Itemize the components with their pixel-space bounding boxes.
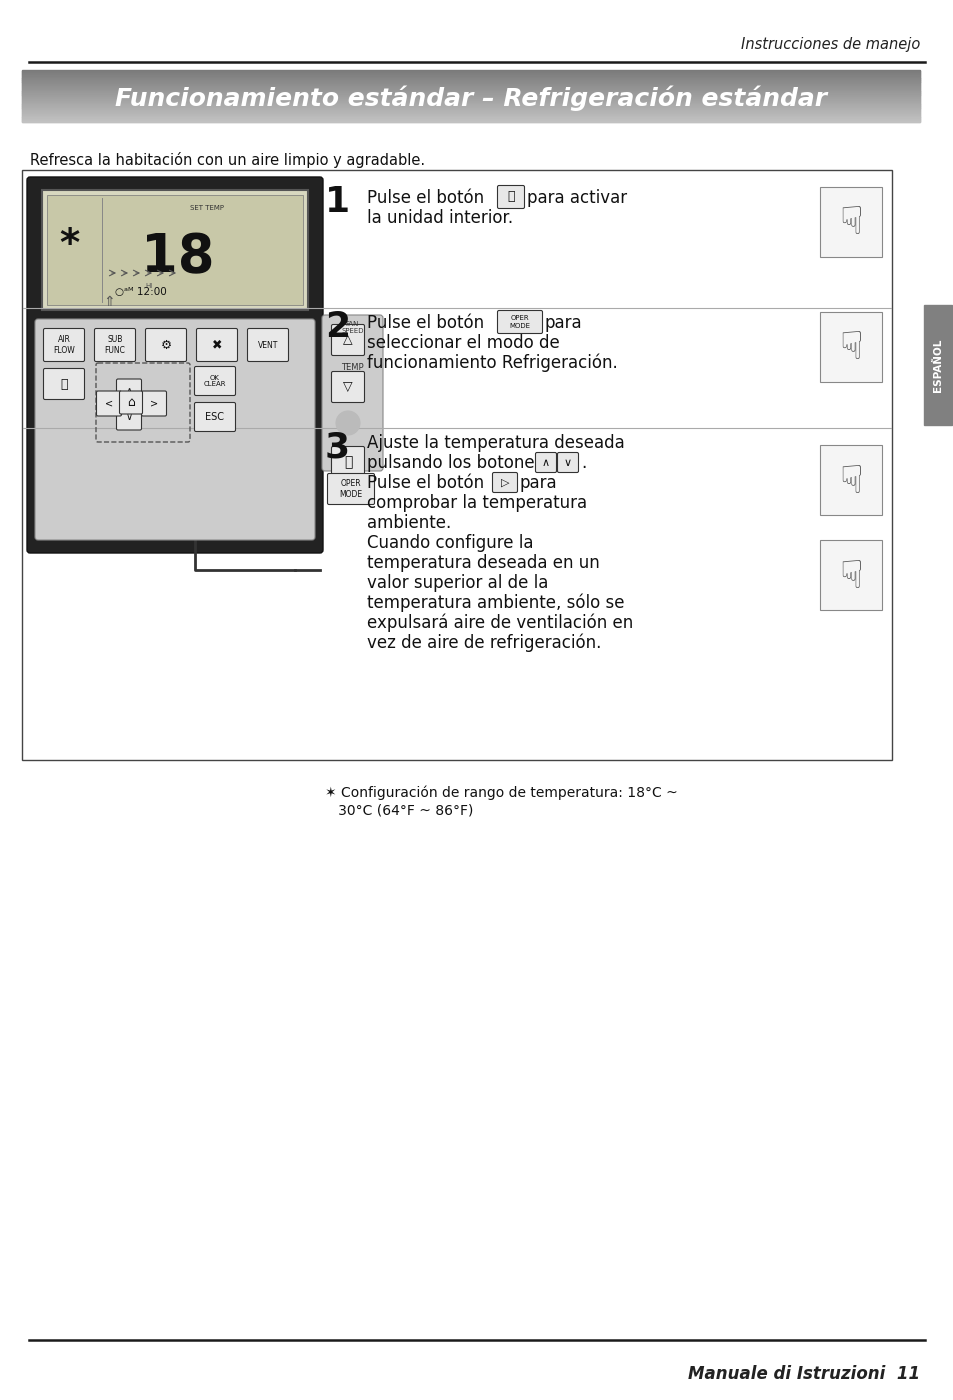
Text: 3: 3 — [325, 430, 350, 463]
Bar — [22, 169, 891, 760]
Text: la unidad interior.: la unidad interior. — [367, 209, 513, 227]
FancyBboxPatch shape — [141, 391, 167, 416]
Text: seleccionar el modo de: seleccionar el modo de — [367, 335, 559, 351]
Text: ESPAÑOL: ESPAÑOL — [932, 339, 943, 392]
FancyBboxPatch shape — [331, 371, 364, 403]
Text: ☟: ☟ — [839, 329, 862, 367]
Text: Instrucciones de manejo: Instrucciones de manejo — [740, 36, 919, 52]
Text: ∧: ∧ — [125, 386, 132, 396]
Text: ⏻: ⏻ — [343, 455, 352, 469]
Text: ⚙: ⚙ — [160, 339, 172, 351]
Text: funcionamiento Refrigeración.: funcionamiento Refrigeración. — [367, 354, 618, 372]
Text: Cuando configure la: Cuando configure la — [367, 533, 533, 552]
Text: OK
CLEAR: OK CLEAR — [204, 374, 226, 388]
Text: Pulse el botón: Pulse el botón — [367, 475, 483, 491]
Text: SET TEMP: SET TEMP — [191, 204, 224, 211]
FancyBboxPatch shape — [94, 329, 135, 361]
Text: para activar: para activar — [526, 189, 626, 207]
FancyBboxPatch shape — [322, 315, 382, 470]
Text: Funcionamiento estándar – Refrigeración estándar: Funcionamiento estándar – Refrigeración … — [114, 85, 826, 111]
Text: para: para — [544, 314, 582, 332]
Text: <: < — [105, 399, 113, 409]
FancyBboxPatch shape — [119, 391, 142, 414]
FancyBboxPatch shape — [146, 329, 186, 361]
Text: △: △ — [343, 333, 353, 347]
Text: 18: 18 — [140, 231, 213, 283]
FancyBboxPatch shape — [557, 452, 578, 473]
Text: TEMP: TEMP — [341, 364, 363, 372]
FancyBboxPatch shape — [820, 540, 882, 610]
FancyBboxPatch shape — [535, 452, 556, 473]
FancyBboxPatch shape — [331, 447, 364, 477]
Text: temperatura ambiente, sólo se: temperatura ambiente, sólo se — [367, 594, 624, 613]
Bar — [42, 190, 308, 309]
Text: ambiente.: ambiente. — [367, 514, 451, 532]
Text: .: . — [580, 454, 586, 472]
FancyBboxPatch shape — [44, 368, 85, 399]
Text: VENT: VENT — [257, 340, 278, 350]
FancyBboxPatch shape — [27, 176, 323, 553]
FancyBboxPatch shape — [492, 473, 517, 493]
FancyBboxPatch shape — [820, 312, 882, 382]
FancyBboxPatch shape — [116, 405, 141, 430]
Text: ▷: ▷ — [500, 477, 509, 487]
Text: Manuale di Istruzioni  11: Manuale di Istruzioni 11 — [687, 1365, 919, 1383]
Text: ○ᵃᴹ 12:00: ○ᵃᴹ 12:00 — [115, 287, 167, 297]
Text: ✖: ✖ — [212, 339, 222, 351]
FancyBboxPatch shape — [331, 325, 364, 356]
FancyBboxPatch shape — [247, 329, 288, 361]
Text: ∨: ∨ — [563, 458, 572, 468]
FancyBboxPatch shape — [35, 319, 314, 540]
FancyBboxPatch shape — [196, 329, 237, 361]
Text: FAN
SPEED: FAN SPEED — [341, 321, 363, 335]
Text: ⇑: ⇑ — [103, 295, 114, 309]
Text: ESC: ESC — [205, 412, 224, 421]
FancyBboxPatch shape — [194, 403, 235, 431]
FancyBboxPatch shape — [116, 379, 141, 405]
Text: ⏻: ⏻ — [507, 190, 515, 203]
Text: vez de aire de refrigeración.: vez de aire de refrigeración. — [367, 634, 600, 652]
Text: ✶ Configuración de rango de temperatura: 18°C ~: ✶ Configuración de rango de temperatura:… — [325, 785, 677, 799]
FancyBboxPatch shape — [327, 473, 375, 504]
Circle shape — [335, 412, 359, 435]
FancyBboxPatch shape — [96, 391, 121, 416]
Text: ☟: ☟ — [839, 204, 862, 242]
Text: para: para — [519, 475, 558, 491]
Text: comprobar la temperatura: comprobar la temperatura — [367, 494, 586, 512]
Text: pulsando los botones: pulsando los botones — [367, 454, 543, 472]
Text: OPER
MODE: OPER MODE — [509, 315, 530, 329]
Text: Ajuste la temperatura deseada: Ajuste la temperatura deseada — [367, 434, 624, 452]
Text: Refresca la habitación con un aire limpio y agradable.: Refresca la habitación con un aire limpi… — [30, 153, 425, 168]
Text: ∨: ∨ — [125, 413, 132, 423]
FancyBboxPatch shape — [820, 445, 882, 515]
Text: 1: 1 — [325, 185, 350, 218]
Text: temperatura deseada en un: temperatura deseada en un — [367, 554, 599, 573]
FancyBboxPatch shape — [44, 329, 85, 361]
Text: ▽: ▽ — [343, 381, 353, 393]
Text: SUB
FUNC: SUB FUNC — [105, 335, 125, 354]
Text: HI: HI — [145, 283, 152, 288]
Text: ⌂: ⌂ — [127, 396, 134, 409]
FancyBboxPatch shape — [497, 311, 542, 333]
FancyBboxPatch shape — [820, 188, 882, 258]
Text: 30°C (64°F ~ 86°F): 30°C (64°F ~ 86°F) — [325, 804, 473, 818]
Text: expulsará aire de ventilación en: expulsará aire de ventilación en — [367, 615, 633, 633]
FancyBboxPatch shape — [194, 367, 235, 395]
Bar — [47, 195, 303, 305]
Text: >: > — [150, 399, 158, 409]
Text: ⏰: ⏰ — [60, 378, 68, 391]
FancyBboxPatch shape — [497, 185, 524, 209]
Text: Pulse el botón: Pulse el botón — [367, 314, 483, 332]
Text: valor superior al de la: valor superior al de la — [367, 574, 548, 592]
Text: 2: 2 — [325, 309, 350, 344]
Text: AIR
FLOW: AIR FLOW — [53, 335, 74, 354]
Text: ∧: ∧ — [541, 458, 550, 468]
Text: Pulse el botón: Pulse el botón — [367, 189, 483, 207]
Text: *: * — [59, 225, 79, 265]
Text: ☟: ☟ — [839, 559, 862, 596]
Text: OPER
MODE: OPER MODE — [339, 479, 362, 498]
Bar — [923, 305, 951, 426]
Text: ☟: ☟ — [839, 463, 862, 501]
